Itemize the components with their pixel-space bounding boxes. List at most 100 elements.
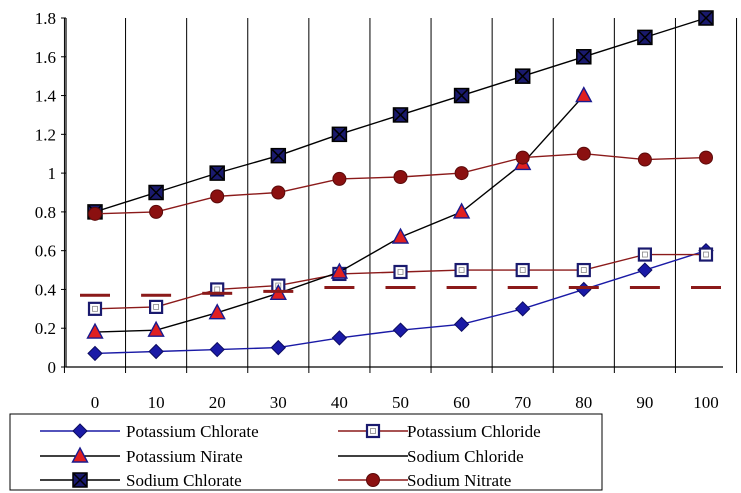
data-point-sodium-nitrate	[576, 146, 591, 161]
marker-x-2	[73, 473, 87, 487]
legend-label: Potassium Chlorate	[126, 422, 259, 441]
data-point-sodium-chloride	[446, 286, 477, 290]
data-point-sodium-chloride	[141, 293, 172, 297]
data-point-sodium-nitrate	[149, 204, 164, 219]
legend-swatch-marker	[72, 472, 88, 488]
marker-x-2	[577, 50, 591, 64]
x-tick-label: 40	[331, 393, 348, 412]
marker-x-2	[271, 149, 285, 163]
y-tick-label: 1.4	[35, 87, 57, 106]
y-tick-label: 1	[48, 164, 57, 183]
data-point-potassium-nirate	[575, 86, 593, 103]
series-potassium-chloride	[87, 247, 714, 316]
marker-x-2	[210, 166, 224, 180]
legend-label: Potassium Nirate	[126, 447, 243, 466]
marker-inner	[214, 286, 221, 293]
x-tick-labels: 0 10 20 30 40 50 60 70 80 90 100	[91, 393, 719, 412]
data-point-sodium-chloride	[80, 293, 110, 297]
series-sodium-chloride	[80, 286, 721, 297]
data-point-sodium-nitrate	[88, 206, 102, 221]
data-point-potassium-chlorate	[514, 301, 531, 317]
y-tick-label: 0	[48, 358, 57, 377]
data-point-sodium-chlorate	[514, 68, 531, 84]
data-point-sodium-nitrate	[271, 185, 286, 200]
data-point-sodium-chlorate	[576, 49, 592, 65]
marker-inner	[580, 267, 587, 273]
legend-box	[9, 413, 603, 491]
legend-swatch-marker	[365, 423, 381, 439]
series-potassium-chlorate	[87, 242, 714, 362]
legend-swatch-marker	[71, 446, 89, 463]
y-tick-label: 0.6	[35, 242, 56, 261]
data-point-potassium-chloride	[454, 262, 469, 278]
legend-label: Potassium Chloride	[407, 422, 541, 441]
marker-inner	[92, 305, 98, 312]
data-point-sodium-chlorate	[148, 184, 164, 201]
data-point-sodium-chloride	[202, 291, 233, 295]
data-point-sodium-nitrate	[699, 150, 713, 165]
marker-inner	[642, 251, 648, 258]
marker-x-2	[393, 108, 408, 122]
y-tick-label: 0.4	[35, 280, 57, 299]
data-point-potassium-chlorate	[148, 343, 164, 360]
data-point-sodium-chlorate	[270, 147, 287, 164]
marker-x-2	[699, 11, 713, 25]
marker-inner	[519, 267, 526, 273]
x-tick-label: 50	[392, 393, 409, 412]
data-point-potassium-chlorate	[392, 322, 409, 338]
legend-label: Sodium Chloride	[407, 447, 524, 466]
legend-item-potassium-chloride: Potassium Chloride	[338, 422, 541, 441]
data-point-sodium-chlorate	[637, 29, 653, 46]
data-point-sodium-nitrate	[515, 150, 530, 165]
data-point-sodium-nitrate	[393, 169, 408, 184]
x-tick-label: 20	[209, 393, 226, 412]
data-point-sodium-chlorate	[392, 107, 409, 123]
legend-item-sodium-chloride: Sodium Chloride	[338, 447, 524, 466]
y-tick-labels: 0 0.2 0.4 0.6 0.8 1 1.2 1.4 1.6 1.8	[35, 9, 57, 377]
data-series	[80, 10, 721, 362]
y-tick-label: 0.2	[35, 319, 56, 338]
data-point-potassium-chlorate	[87, 345, 103, 362]
y-tick-label: 0.8	[35, 203, 56, 222]
data-point-potassium-chlorate	[331, 330, 348, 346]
x-tick-label: 70	[514, 393, 531, 412]
data-point-potassium-nirate	[330, 262, 349, 279]
legend-swatch-marker	[72, 423, 88, 439]
data-point-potassium-chlorate	[453, 316, 470, 333]
data-point-potassium-chlorate	[576, 281, 592, 298]
legend-item-sodium-chlorate: Sodium Chlorate	[40, 471, 242, 490]
data-point-potassium-chloride	[393, 264, 408, 280]
data-point-sodium-chloride	[629, 286, 660, 290]
series-sodium-chlorate	[87, 10, 714, 220]
data-point-potassium-nirate	[147, 320, 165, 337]
data-point-sodium-nitrate	[332, 171, 347, 186]
series-sodium-nitrate	[88, 146, 713, 221]
data-point-sodium-chloride	[691, 286, 721, 290]
legend-item-sodium-nitrate: Sodium Nitrate	[338, 471, 511, 490]
data-point-sodium-nitrate	[210, 189, 225, 204]
marker-x-2	[455, 89, 469, 103]
legend-item-potassium-nirate: Potassium Nirate	[40, 446, 243, 466]
data-point-sodium-nitrate	[454, 166, 469, 181]
legend-swatch-marker	[366, 473, 380, 487]
data-point-sodium-chloride	[385, 286, 416, 290]
axes	[61, 17, 723, 368]
data-point-potassium-nirate	[208, 303, 226, 320]
data-point-potassium-chlorate	[270, 339, 287, 356]
data-point-potassium-nirate	[391, 227, 410, 244]
y-tick-label: 1.8	[35, 9, 56, 28]
data-point-potassium-chloride	[637, 247, 653, 262]
y-tick-label: 1.2	[35, 125, 56, 144]
data-point-potassium-chlorate	[637, 262, 653, 278]
data-point-potassium-chloride	[515, 262, 530, 278]
x-tick-label: 30	[270, 393, 287, 412]
marker-inner	[370, 428, 376, 434]
marker-inner	[703, 251, 709, 258]
marker-inner	[153, 303, 160, 310]
x-tick-label: 80	[575, 393, 592, 412]
vertical-gridlines	[63, 18, 738, 373]
data-point-potassium-chloride	[576, 262, 591, 278]
data-point-potassium-chloride	[698, 247, 714, 262]
x-tick-label: 10	[148, 393, 165, 412]
data-point-sodium-chloride	[507, 286, 538, 290]
